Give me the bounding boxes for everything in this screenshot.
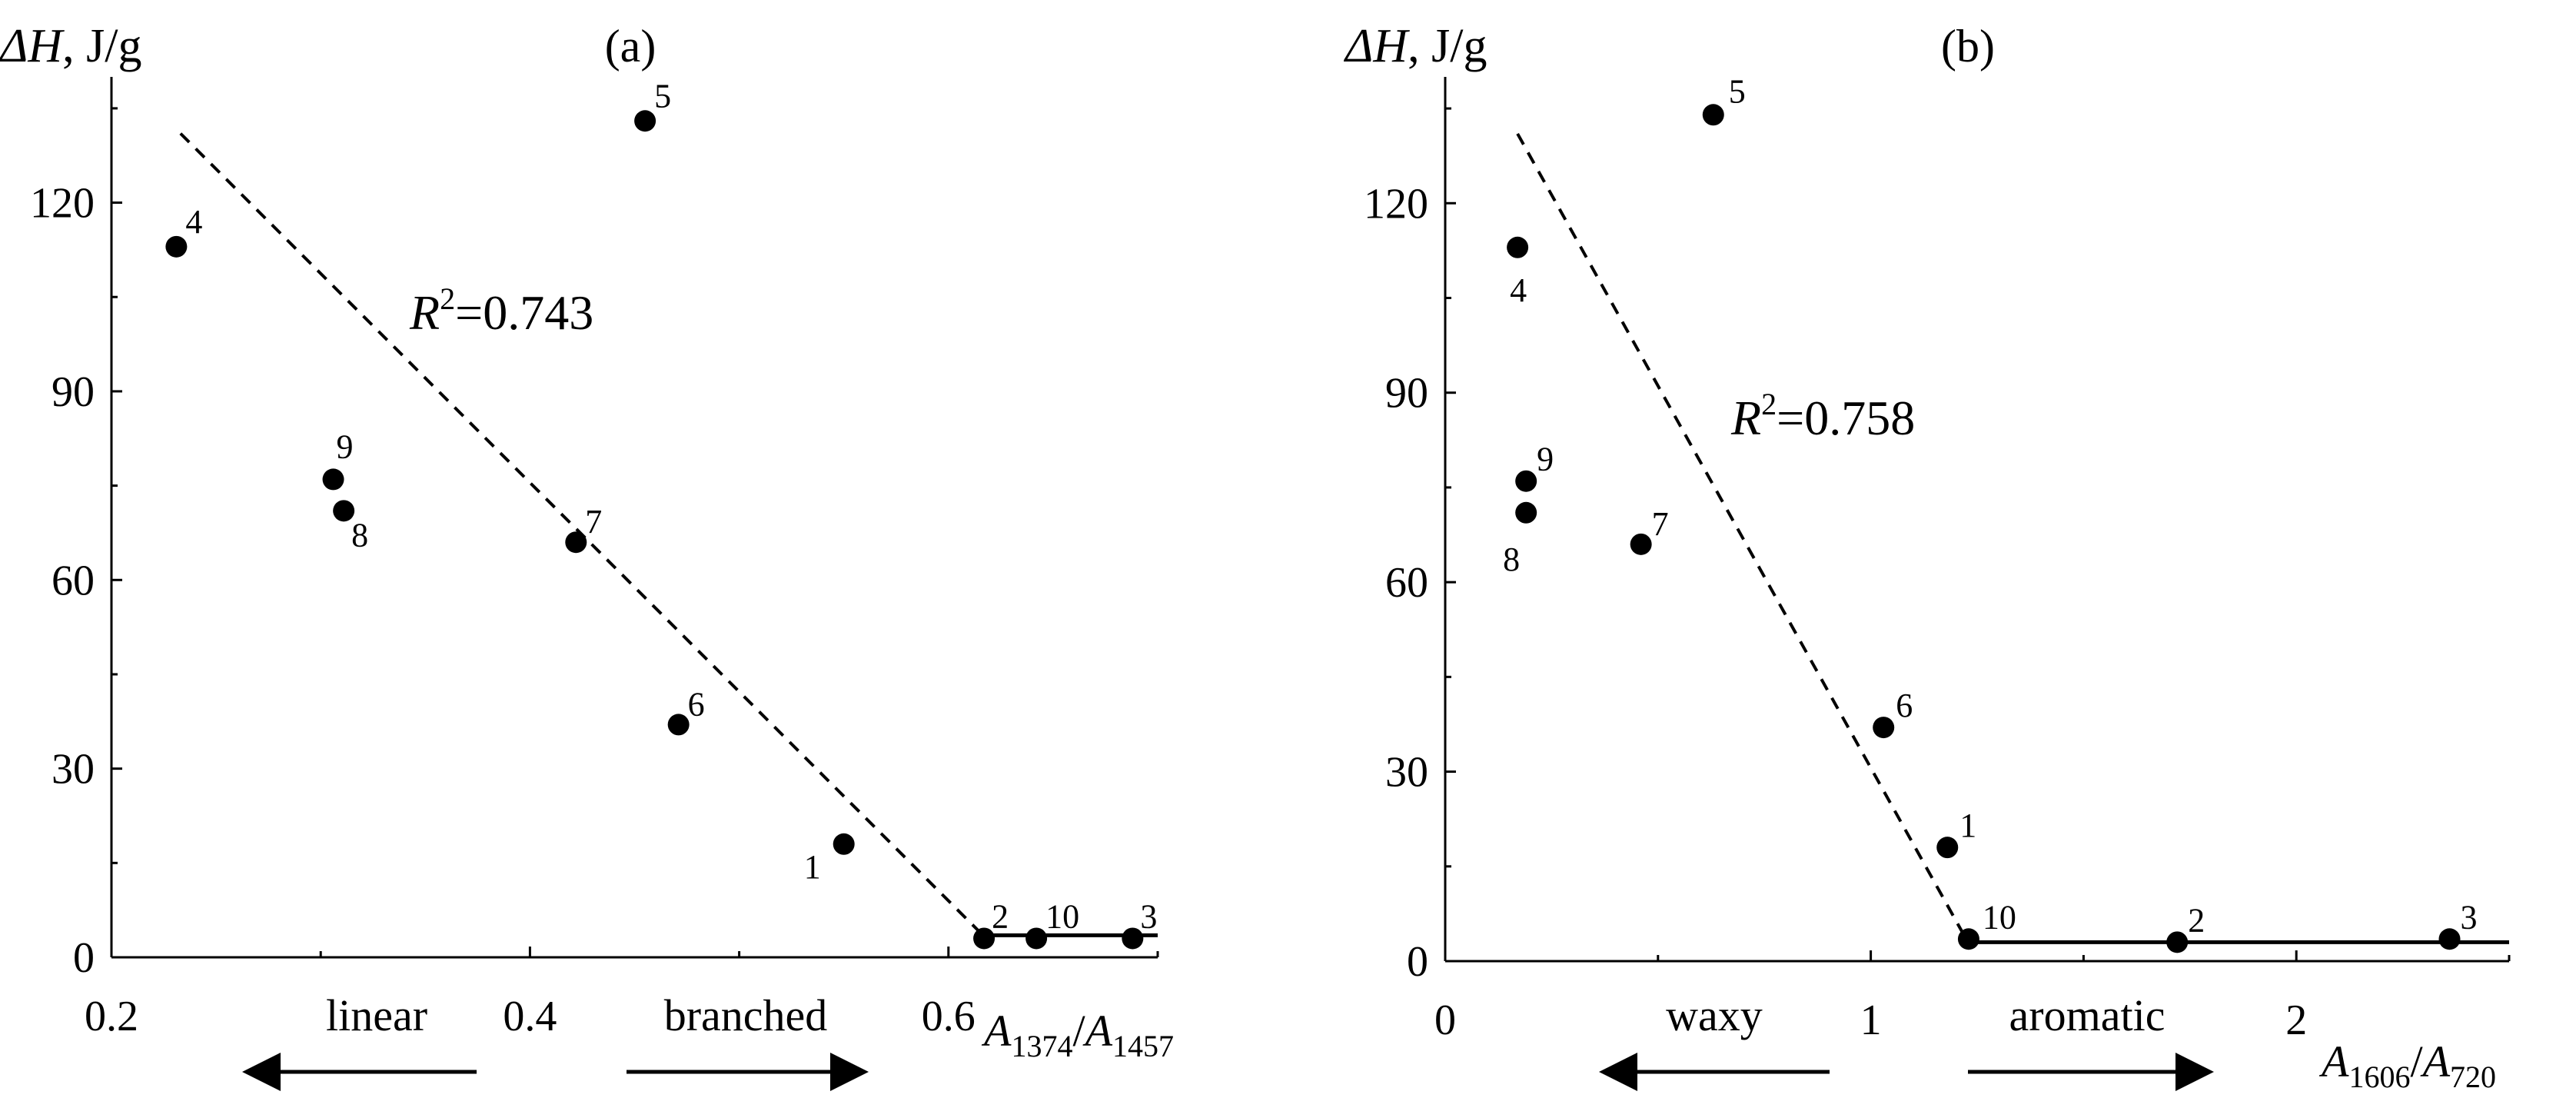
data-point — [634, 110, 656, 132]
y-tick-label: 90 — [1385, 370, 1428, 418]
data-point — [1025, 927, 1048, 950]
y-tick-label: 120 — [30, 180, 95, 228]
data-point — [1507, 236, 1529, 258]
r-squared-symbol: R — [409, 285, 440, 340]
r-squared-annotation: R2=0.743 — [409, 281, 593, 340]
chart-panel-a: 0 30 60 90 120 0.2 0.4 0.6 4 5 9 8 7 6 1 2 10 3 (a) ΔH, J/g… — [0, 20, 1174, 1091]
data-point — [1122, 927, 1144, 950]
data-point — [2166, 931, 2189, 953]
x-label-a1: A — [2318, 1036, 2349, 1086]
point-label: 10 — [1983, 898, 2016, 936]
y-axis-label-unit: , J/g — [62, 20, 141, 72]
y-axis-label-symbol: ΔH — [1343, 20, 1410, 72]
point-label: 6 — [688, 685, 705, 723]
data-point — [565, 531, 587, 554]
data-point — [165, 235, 188, 258]
y-axis-label: ΔH, J/g — [0, 20, 142, 72]
point-label: 8 — [351, 516, 368, 554]
point-label: 3 — [1140, 897, 1157, 935]
y-axis-label: ΔH, J/g — [1343, 20, 1487, 72]
point-label: 1 — [804, 848, 821, 886]
x-label-a1: A — [981, 1006, 1012, 1056]
data-point — [1873, 717, 1895, 739]
y-tick-label: 60 — [52, 557, 95, 604]
r-squared-value: =0.758 — [1777, 391, 1915, 445]
x-axis-label: A1374/A1457 — [981, 1006, 1174, 1063]
y-tick-label: 60 — [1385, 559, 1428, 607]
point-label: 4 — [185, 203, 202, 241]
y-axis-label-symbol: ΔH — [0, 20, 65, 72]
data-point — [667, 714, 690, 736]
x-label-sep: / — [1072, 1006, 1085, 1056]
right-direction-label: branched — [664, 990, 828, 1040]
point-label: 2 — [992, 897, 1009, 935]
data-point — [1515, 501, 1537, 524]
x-tick-label: 1 — [1860, 997, 1882, 1044]
x-tick-label: 2 — [2285, 997, 2307, 1044]
point-label: 5 — [1729, 72, 1746, 110]
r-squared-annotation: R2=0.758 — [1730, 387, 1915, 445]
data-point — [333, 500, 355, 522]
x-label-sub1: 1374 — [1011, 1029, 1072, 1063]
panel-title: (a) — [605, 21, 656, 72]
point-label: 6 — [1896, 687, 1913, 724]
data-point — [1957, 928, 1979, 950]
left-direction-label: waxy — [1666, 990, 1763, 1040]
x-label-sep: / — [2410, 1036, 2423, 1086]
r-squared-sup: 2 — [440, 281, 455, 316]
r-squared-sup: 2 — [1761, 387, 1777, 421]
point-label: 7 — [1652, 505, 1669, 543]
data-point — [2438, 928, 2461, 950]
y-axis-label-unit: , J/g — [1408, 20, 1487, 72]
data-point — [1936, 837, 1959, 859]
x-label-a2: A — [1082, 1006, 1113, 1056]
y-tick-label: 90 — [52, 368, 95, 416]
data-point — [322, 468, 344, 491]
x-label-sub1: 1606 — [2348, 1060, 2410, 1094]
y-tick-label: 30 — [1385, 749, 1428, 797]
x-tick-label: 0.4 — [503, 993, 557, 1040]
data-point — [1702, 104, 1724, 126]
data-point — [833, 833, 855, 855]
right-direction-label: aromatic — [2009, 990, 2166, 1040]
x-label-a2: A — [2420, 1036, 2451, 1086]
r-squared-symbol: R — [1730, 391, 1761, 445]
x-label-sub2: 1457 — [1112, 1029, 1174, 1063]
panel-title: (b) — [1941, 21, 1995, 72]
data-point — [1630, 533, 1652, 555]
data-point — [1515, 470, 1537, 492]
x-axis-label: A1606/A720 — [2318, 1036, 2496, 1094]
point-label: 8 — [1503, 541, 1520, 578]
y-tick-label: 120 — [1364, 180, 1428, 228]
point-label: 4 — [1510, 271, 1527, 309]
x-label-sub2: 720 — [2450, 1060, 2496, 1094]
y-tick-label: 30 — [52, 746, 95, 794]
data-point — [973, 927, 995, 950]
left-direction-label: linear — [326, 990, 427, 1040]
point-label: 3 — [2460, 898, 2477, 936]
trend-line-dashed — [1516, 132, 1966, 937]
x-tick-label: 0.2 — [85, 993, 138, 1040]
x-tick-label: 0 — [1434, 997, 1456, 1044]
point-label: 1 — [1959, 807, 1976, 844]
point-label: 10 — [1045, 897, 1079, 935]
point-label: 9 — [1537, 441, 1554, 478]
x-tick-label: 0.6 — [922, 993, 976, 1040]
point-label: 2 — [2188, 901, 2205, 939]
point-label: 9 — [337, 428, 354, 465]
y-tick-label: 0 — [1407, 938, 1428, 986]
point-label: 5 — [654, 77, 671, 115]
y-tick-label: 0 — [73, 934, 95, 982]
r-squared-value: =0.743 — [455, 285, 593, 340]
point-label: 7 — [585, 503, 602, 541]
